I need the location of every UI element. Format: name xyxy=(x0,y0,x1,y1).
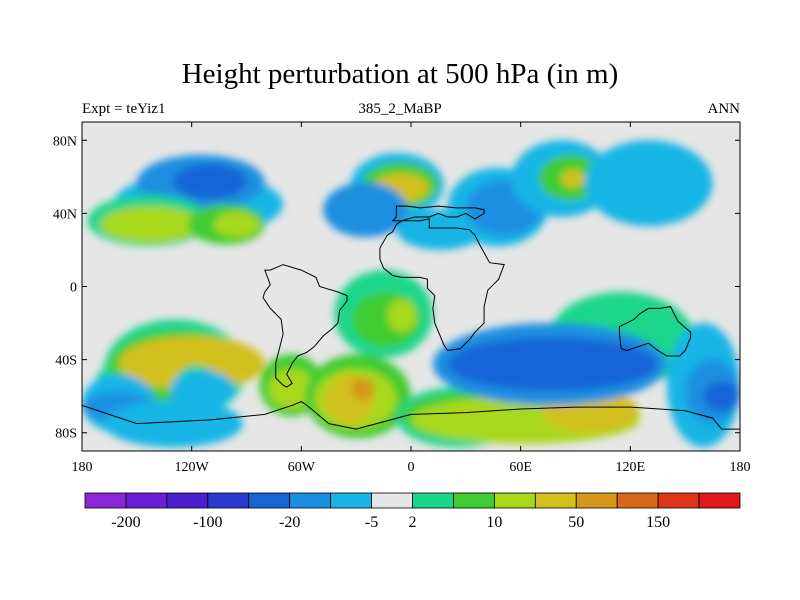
land-outline-1 xyxy=(379,218,505,352)
contour-patch-42 xyxy=(703,381,740,411)
x-tick-label-2: 60W xyxy=(288,460,316,475)
contour-patch-29 xyxy=(268,368,316,409)
contour-patch-3 xyxy=(173,164,247,199)
x-tick-label-4: 60E xyxy=(509,460,532,475)
colorbar-label-1: -100 xyxy=(193,514,222,531)
contour-patch-11 xyxy=(323,182,408,238)
colorbar-box-6 xyxy=(330,492,372,509)
contour-patch-21 xyxy=(387,299,417,333)
colorbar-box-2 xyxy=(166,492,209,509)
colorbar-box-7 xyxy=(371,492,413,509)
y-tick-label-3: 40S xyxy=(55,354,77,369)
colorbar-box-4 xyxy=(248,492,291,509)
contour-patch-5 xyxy=(100,206,201,243)
contour-patch-25 xyxy=(118,335,265,391)
colorbar-box-0 xyxy=(84,492,127,509)
y-tick-label-4: 80S xyxy=(55,427,77,442)
colorbar-label-4: 2 xyxy=(409,514,417,531)
land-outlines xyxy=(82,205,740,451)
contour-patch-7 xyxy=(213,211,260,238)
contour-patch-17 xyxy=(560,169,585,188)
land-outline-3 xyxy=(618,306,692,357)
chart-title: Height perturbation at 500 hPa (in m) xyxy=(181,58,619,90)
x-tick-label-3: 0 xyxy=(408,460,415,475)
land-outline-0 xyxy=(391,205,485,222)
land-outline-2 xyxy=(262,264,348,388)
contour-patch-33 xyxy=(350,377,375,400)
colorbar-box-5 xyxy=(289,492,332,509)
colorbar-box-8 xyxy=(412,492,454,509)
contour-patch-45 xyxy=(103,399,243,448)
colorbar-label-6: 50 xyxy=(568,514,584,531)
colorbar-label-2: -20 xyxy=(279,514,300,531)
y-tick-label-0: 80N xyxy=(53,134,77,149)
y-tick-label-1: 40N xyxy=(53,207,77,222)
axes: 180 120W 60W 0 60E 120E 180 80N 40N 0 40S 80S xyxy=(53,122,751,475)
map-area xyxy=(82,122,740,451)
colorbar-label-0: -200 xyxy=(111,514,140,531)
colorbar-box-12 xyxy=(575,492,618,509)
x-tick-label-0: 180 xyxy=(72,460,93,475)
contour-fields xyxy=(82,140,740,448)
y-tick-label-2: 0 xyxy=(70,281,77,296)
colorbar-box-14 xyxy=(657,492,700,509)
colorbar-label-7: 150 xyxy=(646,514,670,531)
colorbar-box-10 xyxy=(493,492,536,509)
run-label: 385_2_MaBP xyxy=(358,101,442,117)
x-tick-label-6: 180 xyxy=(730,460,751,475)
colorbar-label-3: -5 xyxy=(365,514,378,531)
land-outline-4 xyxy=(82,401,740,451)
x-tick-label-5: 120E xyxy=(616,460,646,475)
colorbar-box-3 xyxy=(207,492,250,509)
colorbar-label-5: 10 xyxy=(486,514,502,531)
colorbar-box-13 xyxy=(616,492,659,509)
contour-patch-18 xyxy=(584,140,713,227)
contour-patch-27 xyxy=(169,370,236,409)
contour-patch-39 xyxy=(447,337,658,391)
x-tick-label-1: 120W xyxy=(175,460,210,475)
colorbar-box-9 xyxy=(453,492,495,509)
colorbar-box-11 xyxy=(534,492,577,509)
colorbar: -200 -100 -20 -5 2 10 50 150 xyxy=(84,492,741,531)
colorbar-box-1 xyxy=(125,492,168,509)
colorbar-box-15 xyxy=(698,492,741,509)
experiment-label: Expt = teYiz1 xyxy=(82,101,166,117)
period-label: ANN xyxy=(707,101,741,117)
